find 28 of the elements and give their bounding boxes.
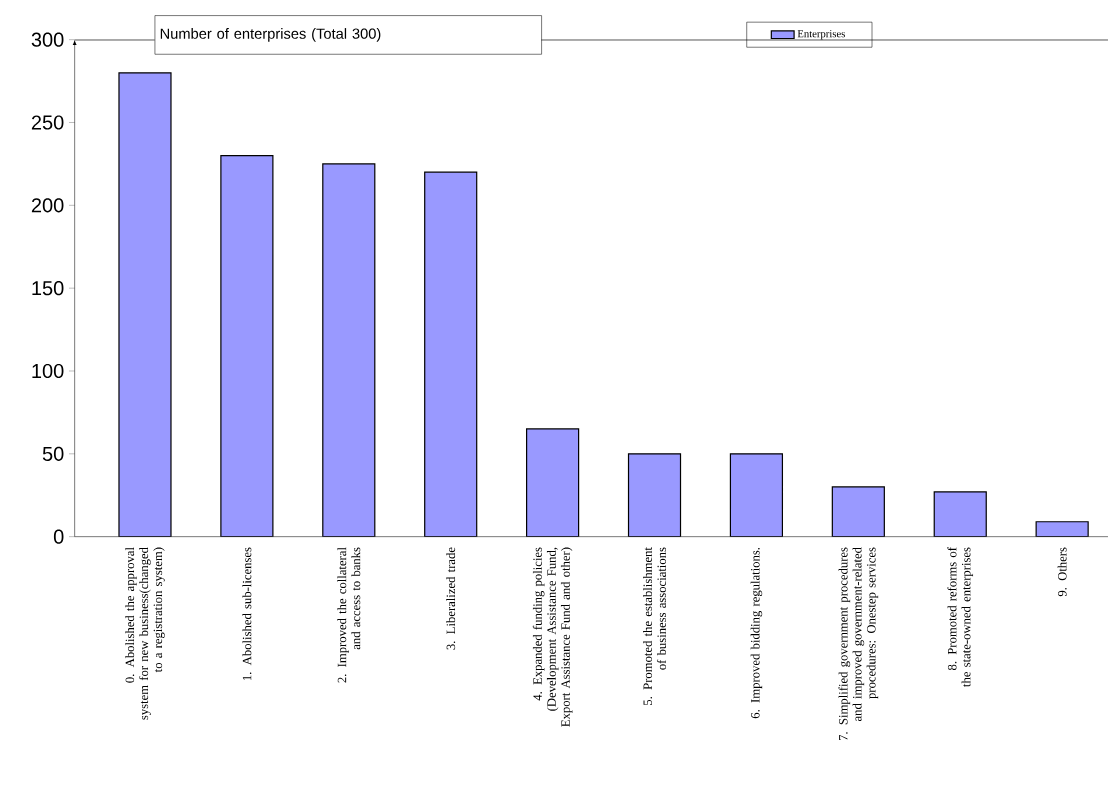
bar <box>220 155 274 537</box>
y-tick-label: 300 <box>31 32 64 47</box>
bar <box>424 171 478 537</box>
y-tick-label: 250 <box>31 115 64 130</box>
bar <box>322 163 376 537</box>
y-tick-label: 150 <box>32 281 64 296</box>
bar <box>933 491 987 537</box>
y-tick-label: 200 <box>31 198 64 213</box>
y-tick-label: 50 <box>42 446 64 461</box>
x-tick-label: 0. Abolished the approval system for new business(changed to a registration system) <box>125 547 165 720</box>
chart-title: Number of enterprises (Total 300) <box>160 28 381 42</box>
x-tick-label: 6. Improved bidding regulations. <box>750 547 763 719</box>
bar <box>118 72 172 537</box>
bar <box>1035 521 1089 537</box>
x-tick-label: 2. Improved the collateral and access to banks <box>337 547 361 683</box>
x-tick-label: 7. Simplified government procedures and improved government-related procedures: Onestep services <box>838 547 879 741</box>
x-tick-label: 5. Promoted the establishment of business associations <box>643 547 666 705</box>
x-tick-label: 3. Liberalized trade <box>446 547 456 650</box>
bar <box>627 453 682 537</box>
bar <box>831 486 885 537</box>
bar <box>729 453 784 537</box>
x-tick-label: 4. Expanded funding policies (Development Assistance Fund, Export Assistance Fund and other) <box>532 547 573 727</box>
x-tick-label: 1. Abolished sub-licenses <box>242 547 252 680</box>
x-tick-label: 9. Others <box>1057 547 1067 597</box>
legend-label: Enterprises <box>797 30 845 40</box>
bar <box>526 428 580 537</box>
y-tick-label: 100 <box>32 363 64 379</box>
y-tick-label: 0 <box>53 529 64 544</box>
